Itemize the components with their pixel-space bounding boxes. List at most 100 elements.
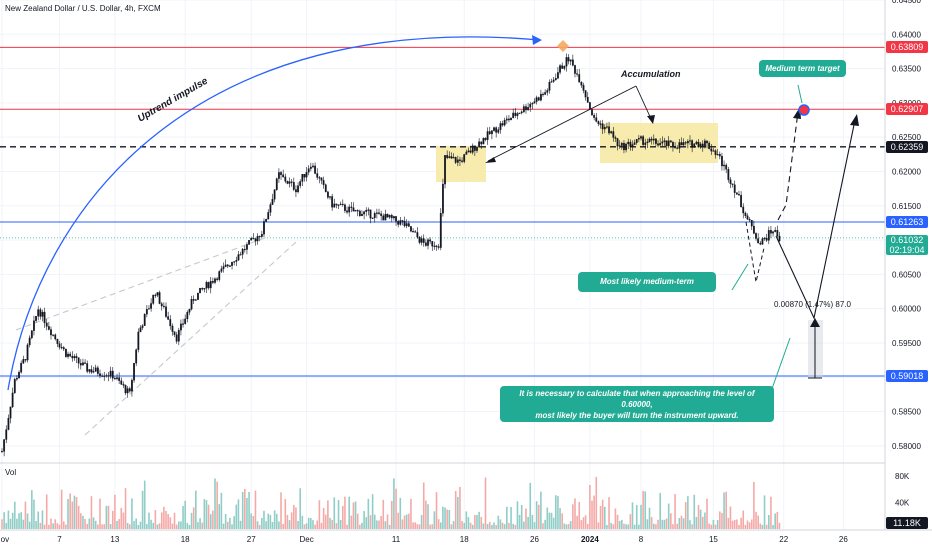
candle-body bbox=[382, 215, 385, 221]
volume-bar bbox=[156, 524, 159, 529]
trend-channel-lower bbox=[84, 241, 297, 436]
candle-body bbox=[122, 384, 125, 386]
time-tick-label: 8 bbox=[639, 535, 644, 544]
candle-body bbox=[135, 349, 138, 364]
volume-bar bbox=[120, 507, 123, 529]
candle-body bbox=[339, 203, 342, 206]
price-tick-label: 0.58000 bbox=[892, 442, 921, 451]
volume-bar bbox=[768, 515, 770, 529]
candle-body bbox=[595, 117, 598, 122]
volume-bar bbox=[397, 512, 399, 529]
volume-bar bbox=[5, 522, 8, 529]
volume-bar bbox=[190, 512, 193, 529]
volume-bar bbox=[638, 524, 640, 529]
candle-body bbox=[486, 131, 489, 140]
candle-body bbox=[463, 154, 466, 162]
candle-body bbox=[682, 142, 685, 146]
candle-body bbox=[429, 239, 432, 242]
volume-bar bbox=[652, 523, 655, 529]
volume-bar bbox=[569, 521, 572, 529]
volume-bar bbox=[533, 522, 536, 529]
volume-bar bbox=[486, 524, 489, 529]
candle-body bbox=[578, 74, 581, 83]
candle-body bbox=[369, 209, 372, 219]
volume-bar bbox=[16, 518, 18, 529]
candle-body bbox=[314, 165, 317, 174]
candle-body bbox=[574, 65, 576, 74]
candle-body bbox=[280, 172, 282, 175]
volume-bar bbox=[310, 518, 312, 529]
volume-bar bbox=[154, 510, 157, 529]
candle-body bbox=[571, 59, 574, 66]
volume-bar bbox=[661, 519, 664, 529]
volume-bar bbox=[199, 518, 201, 529]
candle-body bbox=[22, 359, 25, 364]
candle-body bbox=[137, 331, 140, 350]
candle-body bbox=[467, 150, 470, 153]
volume-bar bbox=[425, 500, 427, 529]
volume-bar bbox=[463, 522, 466, 529]
volume-bar bbox=[203, 499, 206, 529]
candle-body bbox=[292, 182, 295, 190]
volume-bar bbox=[729, 506, 732, 529]
candle-body bbox=[663, 140, 666, 142]
candle-body bbox=[148, 308, 150, 310]
candle-body bbox=[544, 92, 547, 95]
candle-body bbox=[665, 140, 668, 147]
volume-bar bbox=[250, 513, 253, 529]
candle-body bbox=[307, 168, 310, 173]
price-tick-label: 0.61500 bbox=[892, 202, 921, 211]
volume-bar bbox=[433, 511, 436, 529]
candle-body bbox=[559, 65, 561, 73]
time-tick-label: 26 bbox=[839, 535, 848, 544]
volume-bar bbox=[761, 524, 764, 529]
candle-body bbox=[661, 141, 664, 144]
volume-bar bbox=[7, 510, 10, 529]
candle-body bbox=[550, 81, 553, 83]
volume-bar bbox=[376, 520, 378, 529]
candle-body bbox=[171, 325, 174, 332]
candle-body bbox=[582, 85, 585, 91]
candle-body bbox=[94, 367, 97, 372]
volume-bar bbox=[740, 517, 742, 529]
candle-body bbox=[352, 207, 355, 212]
candle-body bbox=[554, 78, 557, 81]
candle-body bbox=[427, 239, 429, 246]
candle-body bbox=[316, 173, 319, 178]
candle-body bbox=[721, 155, 723, 167]
candle-body bbox=[695, 141, 698, 144]
candle-body bbox=[733, 184, 736, 193]
volume-bar bbox=[92, 517, 95, 529]
volume-bar bbox=[774, 513, 776, 529]
volume-bar bbox=[271, 522, 274, 529]
volume-bar bbox=[565, 524, 568, 529]
time-tick-label: 13 bbox=[110, 535, 119, 544]
volume-bar bbox=[501, 522, 504, 529]
volume-bar bbox=[503, 524, 506, 529]
volume-bar bbox=[152, 522, 155, 529]
volume-bar bbox=[776, 511, 779, 529]
level-price-label: 0.63809 bbox=[886, 41, 928, 54]
candle-body bbox=[312, 165, 314, 168]
volume-bar bbox=[542, 523, 544, 529]
candle-body bbox=[348, 206, 351, 213]
candle-body bbox=[111, 370, 114, 379]
volume-bars bbox=[1, 476, 781, 529]
volume-bar bbox=[352, 502, 355, 529]
candle-body bbox=[73, 356, 76, 359]
candle-body bbox=[576, 73, 578, 75]
price-tick-label: 0.60500 bbox=[892, 270, 921, 279]
volume-bar bbox=[439, 522, 442, 529]
candle-body bbox=[767, 230, 770, 241]
candle-body bbox=[625, 143, 627, 151]
volume-bar bbox=[684, 502, 687, 529]
candle-body bbox=[5, 429, 8, 440]
candle-body bbox=[629, 141, 632, 147]
volume-bar bbox=[714, 524, 717, 529]
candle-body bbox=[47, 326, 50, 330]
volume-bar bbox=[693, 494, 696, 529]
candle-body bbox=[103, 375, 106, 377]
volume-bar bbox=[327, 500, 329, 529]
volume-bar bbox=[559, 508, 561, 529]
